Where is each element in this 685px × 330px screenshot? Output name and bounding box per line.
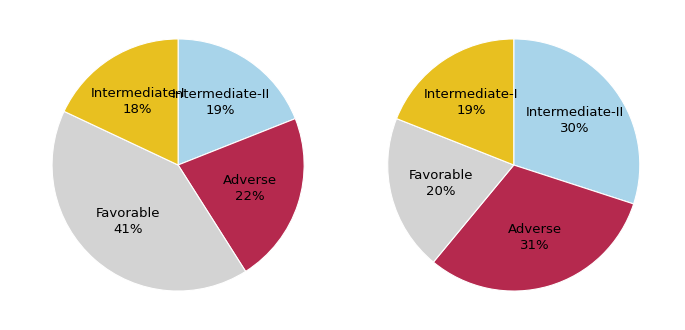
Text: Favorable
41%: Favorable 41% (96, 207, 160, 236)
Text: Intermediate-II
30%: Intermediate-II 30% (526, 106, 624, 135)
Text: Favorable
20%: Favorable 20% (408, 169, 473, 198)
Wedge shape (178, 118, 304, 271)
Text: B: B (331, 0, 346, 1)
Text: Adverse
22%: Adverse 22% (223, 174, 277, 203)
Text: Adverse
31%: Adverse 31% (508, 223, 562, 252)
Text: Intermediate-II
19%: Intermediate-II 19% (171, 88, 270, 117)
Text: A: A (0, 0, 10, 1)
Text: Intermediate-I
19%: Intermediate-I 19% (424, 88, 519, 117)
Wedge shape (388, 118, 514, 262)
Wedge shape (178, 39, 295, 165)
Wedge shape (514, 39, 640, 204)
Wedge shape (64, 39, 178, 165)
Text: Intermediate-I
18%: Intermediate-I 18% (90, 87, 185, 116)
Wedge shape (397, 39, 514, 165)
Wedge shape (434, 165, 634, 291)
Wedge shape (52, 111, 246, 291)
